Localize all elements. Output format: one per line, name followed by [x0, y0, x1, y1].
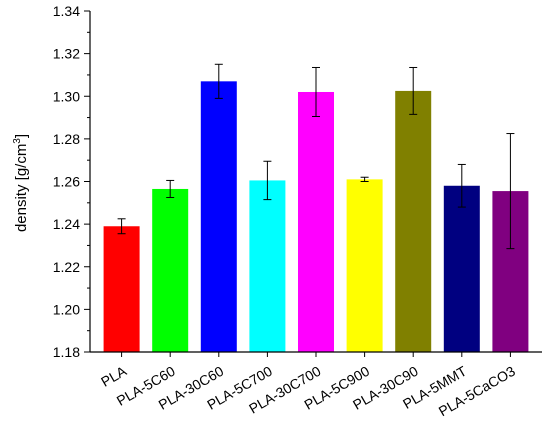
y-axis-label: density [g/cm3]	[12, 134, 30, 232]
bars-group	[103, 81, 529, 353]
bar-pla	[103, 226, 140, 352]
y-tick-label: 1.24	[53, 216, 80, 232]
y-tick-label: 1.26	[53, 174, 80, 190]
y-tick-label: 1.30	[53, 88, 80, 104]
bar-pla-30c60	[200, 81, 237, 353]
bar-pla-5c900	[346, 179, 383, 352]
y-axis-label-base: density [g/cm	[13, 144, 30, 232]
x-axis: PLAPLA-5C60PLA-30C60PLA-5C700PLA-30C700P…	[90, 351, 542, 419]
y-tick-label: 1.32	[53, 46, 80, 62]
bar-pla-5mmt	[443, 185, 480, 352]
x-tick-label: PLA	[98, 362, 129, 389]
y-axis: 1.18 1.20 1.22 1.24 1.26 1.28 1.30 1.32 1.34	[53, 3, 91, 360]
y-tick-label: 1.22	[53, 259, 80, 275]
error-bar-pla-30c60	[214, 63, 223, 99]
bar-pla-30c700	[298, 91, 334, 353]
y-tick-label: 1.28	[53, 131, 80, 147]
y-tick-label: 1.18	[53, 344, 80, 360]
error-bar-pla-30c90	[409, 66, 418, 115]
bar-pla-30c90	[395, 90, 432, 352]
error-bar-pla-5c900	[360, 176, 369, 182]
error-bar-pla-5mmt	[457, 163, 466, 208]
error-bar-pla-30c700	[312, 66, 320, 117]
y-tick-label: 1.20	[53, 301, 80, 317]
bar-pla-5c60	[152, 188, 189, 352]
y-tick-label: 1.34	[53, 3, 80, 19]
error-bar-pla-5c60	[166, 179, 175, 198]
error-bar-pla	[117, 218, 126, 235]
y-axis-label-sup: 3	[12, 138, 23, 144]
error-bars-group	[117, 63, 515, 250]
error-bar-pla-5caco3	[506, 133, 515, 250]
bar-pla-5c700	[249, 180, 286, 352]
error-bar-pla-5c700	[263, 160, 272, 201]
y-axis-label-end: ]	[13, 134, 30, 138]
